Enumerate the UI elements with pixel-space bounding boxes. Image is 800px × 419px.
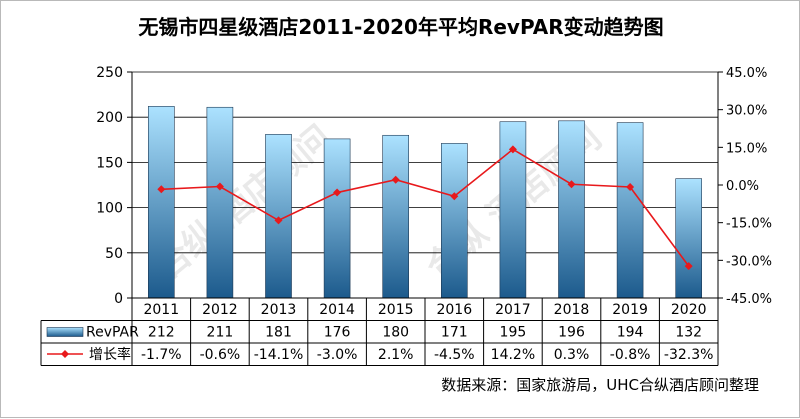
y-right-tick-label: -15.0% (726, 217, 772, 232)
bar-revpar (148, 106, 175, 299)
y-right-tick-label: -45.0% (726, 292, 772, 307)
bar-revpar (323, 138, 351, 299)
y-left-tick-label: 250 (96, 65, 123, 81)
growth-rate-value: -0.6% (200, 347, 241, 363)
line-growth-rate (161, 148, 690, 267)
y-right-tick-label: -30.0% (726, 254, 772, 269)
growth-rate-point (274, 216, 283, 225)
revpar-value: 196 (558, 325, 585, 341)
growth-rate-point (626, 183, 635, 192)
growth-rate-point (391, 175, 400, 184)
y-right-tick-label: 30.0% (726, 104, 767, 119)
chart-title: 无锡市四星级酒店2011-2020年平均RevPAR变动趋势图 (138, 15, 664, 39)
x-tick-label: 2017 (495, 302, 531, 318)
y-left-tick-label: 50 (105, 246, 123, 262)
bar-revpar (206, 106, 234, 299)
x-tick-label: 2020 (671, 302, 707, 318)
growth-rate-value: -1.7% (141, 347, 182, 363)
x-tick-label: 2011 (143, 302, 179, 318)
bar-revpar (382, 134, 410, 299)
bar-revpar (675, 178, 703, 299)
source-note: 数据来源：国家旅游局，UHC合纵酒店顾问整理 (441, 376, 759, 394)
legend-marker-growth (61, 350, 69, 358)
y-left-tick-label: 100 (96, 201, 123, 217)
x-tick-label: 2012 (202, 302, 238, 318)
growth-rate-value: -14.1% (254, 347, 304, 363)
growth-rate-point (684, 262, 693, 271)
legend-label-growth: 增长率 (89, 346, 131, 363)
revpar-value: 211 (207, 325, 234, 341)
revpar-value: 176 (324, 325, 351, 341)
y-right-tick-label: 15.0% (726, 141, 767, 156)
growth-rate-point (508, 145, 517, 154)
growth-rate-value: -32.3% (664, 347, 714, 363)
revpar-value: 181 (265, 325, 292, 341)
growth-rate-point (450, 192, 459, 201)
growth-rate-value: -4.5% (434, 347, 475, 363)
growth-rate-point (215, 182, 224, 191)
y-left-tick-label: 200 (96, 110, 123, 126)
x-tick-label: 2014 (319, 302, 355, 318)
growth-rate-value: 0.3% (554, 347, 590, 363)
x-tick-label: 2019 (612, 302, 648, 318)
y-right-tick-label: 45.0% (726, 66, 767, 81)
growth-rate-value: -0.8% (610, 347, 651, 363)
revpar-value: 194 (617, 325, 644, 341)
x-tick-label: 2016 (436, 302, 472, 318)
growth-rate-point (157, 185, 166, 194)
legend-label-revpar: RevPAR (86, 325, 139, 341)
growth-rate-value: -3.0% (317, 347, 358, 363)
y-right-tick-label: 0.0% (726, 179, 759, 194)
x-tick-label: 2018 (554, 302, 590, 318)
revpar-value: 180 (382, 325, 409, 341)
legend-swatch-revpar (46, 327, 84, 337)
watermark-text: 合纵 酒店顾问 (148, 118, 339, 287)
revpar-value: 212 (148, 325, 175, 341)
growth-rate-point (567, 180, 576, 189)
growth-rate-point (333, 188, 342, 197)
growth-rate-value: 14.2% (491, 347, 535, 363)
revpar-value: 171 (441, 325, 468, 341)
x-tick-label: 2015 (378, 302, 414, 318)
bar-revpar (616, 122, 644, 299)
bar-revpar (440, 143, 468, 299)
x-tick-label: 2013 (261, 302, 297, 318)
growth-rate-value: 2.1% (378, 347, 414, 363)
y-left-tick-label: 0 (114, 291, 123, 307)
y-left-tick-label: 150 (96, 155, 123, 171)
revpar-value: 132 (675, 325, 702, 341)
bar-revpar (558, 120, 585, 299)
revpar-value: 195 (500, 325, 527, 341)
